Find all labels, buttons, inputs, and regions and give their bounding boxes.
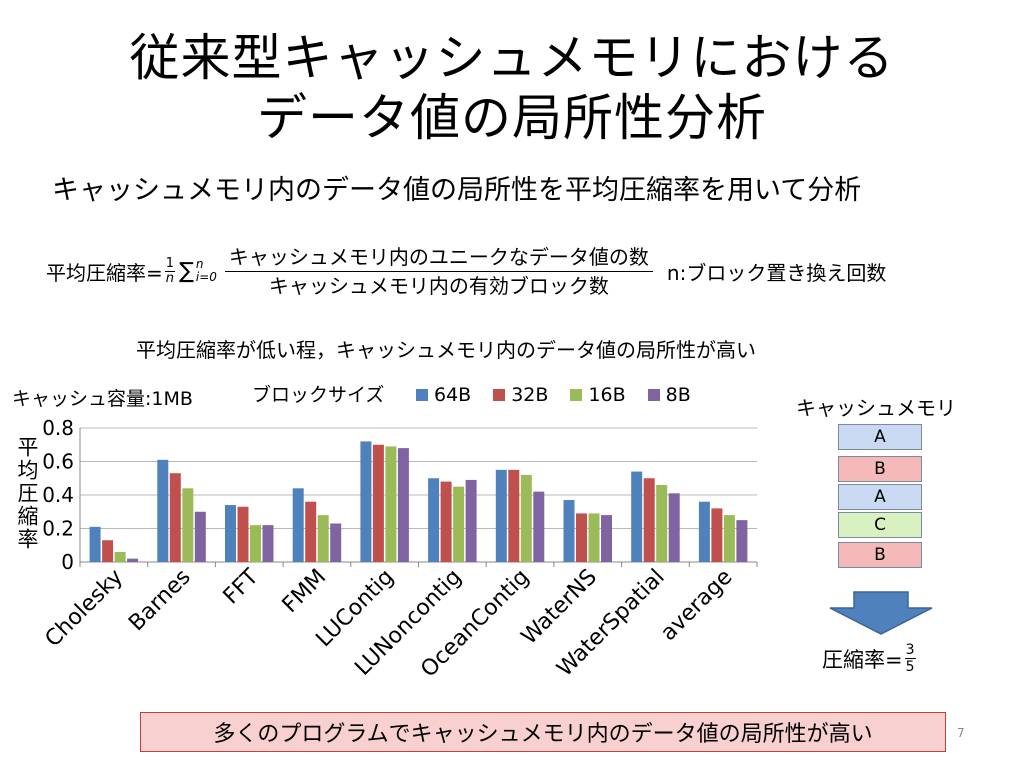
bar-32B-WaterNS bbox=[576, 513, 587, 562]
y-tick-label: 0.8 bbox=[42, 416, 74, 440]
bar-32B-average bbox=[711, 508, 723, 562]
subtitle: キャッシュメモリ内のデータ値の局所性を平均圧縮率を用いて分析 bbox=[52, 175, 862, 206]
bar-8B-Barnes bbox=[194, 511, 206, 562]
bar-32B-FMM bbox=[305, 501, 317, 562]
bar-16B-OceanContig bbox=[520, 474, 532, 562]
legend-label: 32B bbox=[511, 384, 549, 406]
bar-64B-Barnes bbox=[157, 459, 169, 562]
bar-64B-WaterSpatial bbox=[631, 471, 643, 562]
bar-8B-average bbox=[736, 520, 748, 562]
bar-8B-OceanContig bbox=[533, 491, 545, 562]
bar-32B-FFT bbox=[237, 506, 249, 562]
bar-64B-LUNoncontig bbox=[428, 478, 440, 562]
bar-16B-Cholesky bbox=[114, 551, 126, 562]
bar-8B-WaterSpatial bbox=[668, 493, 680, 562]
cache-capacity-label: キャッシュ容量:1MB bbox=[12, 388, 193, 410]
ratio-fraction: 3 5 bbox=[904, 642, 916, 675]
legend-swatch bbox=[416, 389, 428, 401]
title-line-1: 従来型キャッシュメモリにおける bbox=[129, 29, 895, 87]
sum-lower: i=0 bbox=[195, 270, 217, 284]
bar-8B-LUNoncontig bbox=[465, 479, 477, 562]
sigma-symbol: ∑ bbox=[179, 258, 194, 284]
bar-8B-WaterNS bbox=[601, 515, 612, 562]
bar-16B-FFT bbox=[250, 525, 261, 562]
title-line-2: データ値の局所性分析 bbox=[257, 89, 767, 147]
bar-64B-WaterNS bbox=[563, 500, 575, 562]
bar-16B-LUContig bbox=[385, 446, 397, 562]
sum-upper: n bbox=[195, 257, 204, 271]
page-number: 7 bbox=[957, 726, 965, 740]
legend-label: 64B bbox=[434, 384, 472, 406]
bar-16B-Barnes bbox=[182, 488, 194, 562]
bar-32B-Barnes bbox=[169, 473, 181, 562]
cache-block: B bbox=[838, 456, 922, 482]
ratio-label: 圧縮率= bbox=[822, 647, 903, 672]
bar-16B-WaterNS bbox=[588, 513, 600, 562]
x-category-label: average bbox=[656, 565, 737, 646]
bar-32B-WaterSpatial bbox=[643, 478, 655, 562]
cache-block: A bbox=[838, 424, 922, 450]
bar-16B-FMM bbox=[317, 515, 329, 562]
coef-denominator: n bbox=[165, 270, 175, 286]
x-category-label: FMM bbox=[278, 565, 331, 618]
x-category-label: Barnes bbox=[124, 565, 196, 637]
legend-item-64B: 64B bbox=[416, 384, 471, 406]
bar-32B-LUContig bbox=[372, 444, 384, 562]
chart-legend: 64B 32B 16B 8B bbox=[416, 384, 713, 406]
bar-8B-LUContig bbox=[397, 448, 409, 562]
bar-8B-Cholesky bbox=[127, 558, 139, 562]
formula-lhs: 平均圧縮率= bbox=[46, 260, 163, 285]
bar-64B-OceanContig bbox=[495, 469, 507, 562]
cache-block: C bbox=[838, 512, 922, 538]
y-tick-label: 0.6 bbox=[42, 450, 74, 474]
legend-swatch bbox=[493, 389, 506, 401]
legend-swatch bbox=[647, 389, 660, 401]
bar-16B-LUNoncontig bbox=[453, 486, 465, 562]
ratio-denominator: 5 bbox=[905, 659, 915, 675]
bar-16B-WaterSpatial bbox=[656, 484, 668, 562]
legend-swatch bbox=[570, 389, 583, 401]
formula-fraction: キャッシュメモリ内のユニークなデータ値の数 キャッシュメモリ内の有効ブロック数 bbox=[224, 245, 653, 298]
legend-label: 16B bbox=[588, 384, 626, 406]
y-tick-label: 0 bbox=[61, 550, 74, 574]
bar-64B-average bbox=[698, 501, 710, 562]
statement: 平均圧縮率が低い程，キャッシュメモリ内のデータ値の局所性が高い bbox=[136, 338, 756, 362]
bar-8B-FFT bbox=[262, 525, 274, 562]
formula: 平均圧縮率= 1 n ∑ n i=0 キャッシュメモリ内のユニークなデータ値の数… bbox=[46, 236, 886, 306]
y-axis-label: 平均圧縮率 bbox=[15, 435, 39, 551]
bar-16B-average bbox=[723, 515, 735, 562]
formula-note: n:ブロック置き換え回数 bbox=[666, 260, 887, 285]
down-arrow-icon bbox=[829, 591, 933, 635]
bar-32B-OceanContig bbox=[508, 469, 520, 562]
sum-limits: n i=0 bbox=[196, 258, 217, 284]
compression-ratio: 圧縮率= 3 5 bbox=[822, 642, 918, 675]
formula-coefficient: 1 n bbox=[164, 255, 176, 286]
cache-block: B bbox=[838, 542, 922, 568]
formula-denominator: キャッシュメモリ内の有効ブロック数 bbox=[268, 273, 609, 298]
y-tick-label: 0.4 bbox=[42, 483, 74, 507]
y-tick-label: 0.2 bbox=[42, 517, 74, 541]
legend-item-32B: 32B bbox=[493, 384, 548, 406]
bar-64B-LUContig bbox=[360, 441, 372, 562]
slide-title: 従来型キャッシュメモリにおける データ値の局所性分析 bbox=[0, 28, 1024, 148]
x-category-label: Cholesky bbox=[41, 565, 129, 653]
legend-label: 8B bbox=[665, 384, 691, 406]
bar-32B-Cholesky bbox=[102, 540, 114, 562]
bar-64B-FFT bbox=[225, 505, 236, 562]
bar-32B-LUNoncontig bbox=[440, 481, 452, 562]
block-size-label: ブロックサイズ bbox=[252, 384, 385, 406]
x-category-label: FFT bbox=[219, 564, 264, 609]
cache-diagram-title: キャッシュメモリ bbox=[796, 396, 956, 420]
cache-block: A bbox=[838, 484, 922, 510]
ratio-numerator: 3 bbox=[904, 642, 916, 659]
formula-numerator: キャッシュメモリ内のユニークなデータ値の数 bbox=[224, 245, 653, 272]
coef-numerator: 1 bbox=[164, 255, 176, 272]
conclusion-box: 多くのプログラムでキャッシュメモリ内のデータ値の局所性が高い bbox=[140, 712, 946, 752]
bar-8B-FMM bbox=[330, 523, 342, 562]
bar-64B-Cholesky bbox=[89, 526, 101, 562]
legend-item-16B: 16B bbox=[570, 384, 626, 406]
legend-item-8B: 8B bbox=[647, 384, 691, 406]
bar-64B-FMM bbox=[292, 488, 304, 562]
